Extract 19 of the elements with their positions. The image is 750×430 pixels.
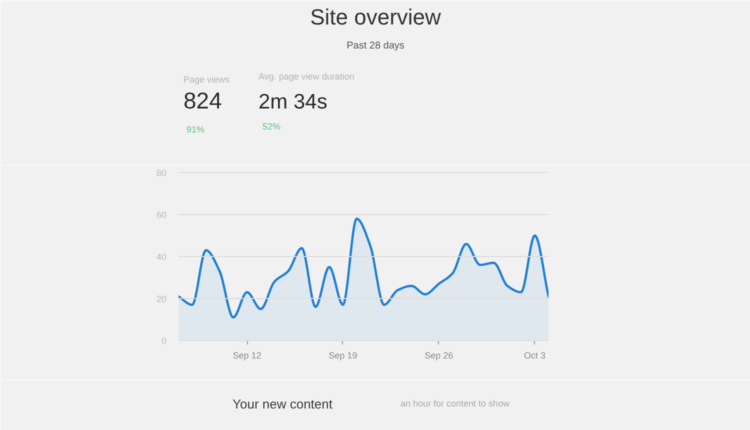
text: an hour for content to show [400, 398, 510, 408]
y-tick-label: 80 [156, 168, 167, 178]
x-tick-label: Sep 26 [424, 350, 454, 360]
text: 824 [184, 88, 222, 114]
text: Your new content [232, 396, 333, 412]
chart-title: Site overview [310, 4, 442, 30]
x-tick-label: Sep 12 [232, 350, 262, 360]
x-tick-label: Oct 3 [524, 350, 546, 360]
text: 2m 34s [258, 90, 328, 114]
chart-subtitle: Past 28 days [346, 40, 404, 52]
text: 52% [262, 122, 281, 132]
y-tick-label: 20 [156, 294, 167, 304]
text: 91% [186, 124, 205, 134]
text: Avg. page view duration [258, 72, 354, 82]
x-tick-label: Sep 19 [328, 350, 358, 360]
y-tick-label: 40 [156, 252, 167, 262]
y-tick-label: 0 [161, 336, 167, 346]
y-tick-label: 60 [156, 210, 167, 220]
text: Page views [184, 74, 230, 84]
